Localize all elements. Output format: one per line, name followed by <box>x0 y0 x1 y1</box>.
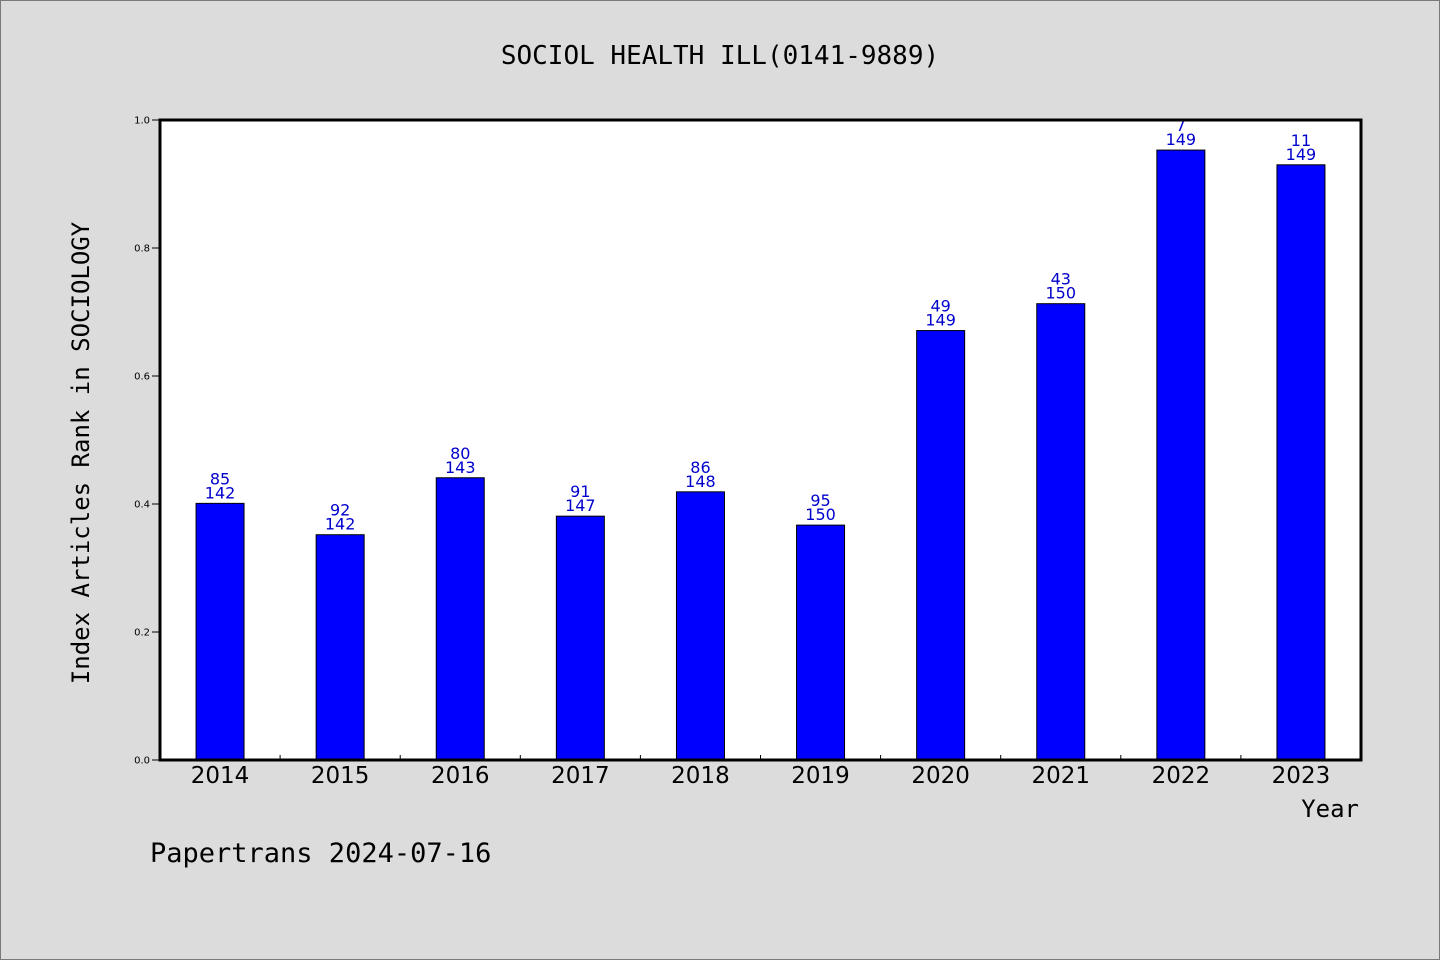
x-axis-title: Year <box>1301 795 1359 823</box>
y-tick-label: 0.8 <box>134 244 150 255</box>
bar-2015 <box>315 534 365 761</box>
bar-total-label: 149 <box>1286 145 1317 164</box>
bar-rank-label: 43 <box>1051 270 1071 289</box>
bar-2020 <box>916 330 966 761</box>
y-tick-label: 1.0 <box>134 116 150 127</box>
y-tick-label: 0.0 <box>134 756 150 767</box>
x-tick-label: 2019 <box>791 763 850 789</box>
bar-rank-label: 49 <box>930 297 950 316</box>
bar-total-label: 142 <box>325 515 356 534</box>
bar-2022 <box>1156 149 1206 761</box>
bar-rank-label: 85 <box>210 469 230 488</box>
x-tick-label: 2021 <box>1031 763 1090 789</box>
x-tick-label: 2015 <box>311 763 370 789</box>
bar-total-label: 149 <box>925 311 956 330</box>
chart-title: SOCIOL HEALTH ILL(0141-9889) <box>501 41 939 71</box>
bar-rank-label: 80 <box>450 444 470 463</box>
x-tick-label: 2023 <box>1272 763 1331 789</box>
y-tick-label: 0.2 <box>134 628 150 639</box>
x-tick-label: 2022 <box>1152 763 1211 789</box>
bar-rank-label: 11 <box>1291 131 1311 150</box>
y-axis: 0.0 0.2 0.4 0.6 0.8 1.0 <box>134 116 160 767</box>
bar-total-label: 148 <box>685 472 716 491</box>
x-axis: 2014 2015 2016 2017 2018 2019 2020 2021 2022 2023 <box>191 755 1330 789</box>
bar-rank-label: 95 <box>810 491 830 510</box>
plot-border <box>158 118 1363 762</box>
bar-rank-label: 86 <box>690 458 710 477</box>
bar-2014 <box>195 502 245 761</box>
bar-total-label: 143 <box>445 458 476 477</box>
bar-rank-label: 7 <box>1176 116 1186 135</box>
bar-total-label: 149 <box>1166 130 1197 149</box>
bar-rank-label: 91 <box>570 482 590 501</box>
bar-labels: 1428514292143801479114886150951494915043… <box>205 116 1316 534</box>
bar-total-label: 150 <box>1045 284 1076 303</box>
bar-2019 <box>796 524 846 761</box>
bar-2021 <box>1036 303 1086 761</box>
bar-2017 <box>555 515 605 761</box>
x-tick-label: 2017 <box>551 763 610 789</box>
x-tick-label: 2020 <box>911 763 970 789</box>
bar-2016 <box>435 477 485 761</box>
y-tick-label: 0.6 <box>134 372 150 383</box>
bar-rank-label: 92 <box>330 501 350 520</box>
bar-total-label: 147 <box>565 496 596 515</box>
bar-total-label: 150 <box>805 505 836 524</box>
x-tick-label: 2016 <box>431 763 490 789</box>
x-tick-label: 2014 <box>191 763 250 789</box>
bar-2018 <box>675 491 725 761</box>
bar-2023 <box>1276 164 1326 761</box>
y-tick-label: 0.4 <box>134 500 150 511</box>
x-tick-label: 2018 <box>671 763 730 789</box>
footer-credit: Papertrans 2024-07-16 <box>150 838 491 869</box>
y-axis-title: Index Articles Rank in SOCIOLOGY <box>67 221 95 684</box>
bar-series <box>195 149 1326 761</box>
bar-total-label: 142 <box>205 483 236 502</box>
